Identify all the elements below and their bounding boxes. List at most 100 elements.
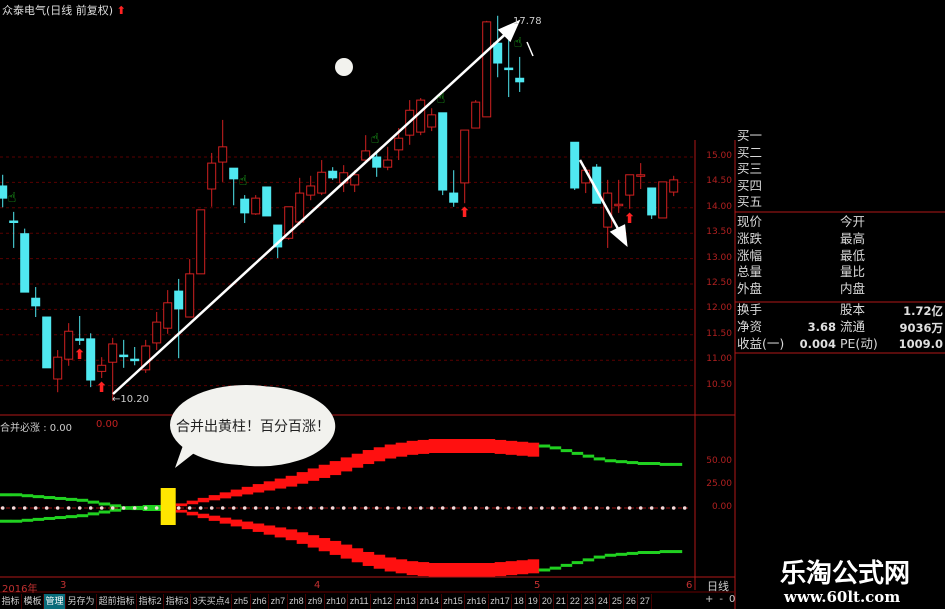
candle-body (53, 356, 63, 380)
zero-dot (506, 506, 511, 510)
tab-zh16[interactable]: zh16 (465, 594, 489, 609)
indicator-lower-band (197, 513, 210, 519)
candle (669, 175, 679, 197)
indicator-upper-band (10, 493, 23, 497)
tab-3天买点4[interactable]: 3天买点4 (191, 594, 233, 609)
indicator-upper-band (582, 454, 595, 458)
tab-另存为[interactable]: 另存为 (66, 594, 98, 609)
quote-row-label: 净资 (737, 318, 763, 334)
tab-zh9[interactable]: zh9 (306, 594, 325, 609)
zero-dot (22, 506, 27, 510)
candle (75, 316, 85, 345)
indicator-upper-band (252, 484, 265, 493)
indicator-upper-band (142, 508, 155, 511)
quote-row-mid-label: 今开 (840, 214, 866, 229)
zero-dot (132, 506, 137, 510)
tab-管理[interactable]: 管理 (44, 594, 67, 609)
zero-dot (33, 506, 38, 510)
zero-dot (220, 506, 225, 510)
tab-模板[interactable]: 模板 (22, 594, 45, 609)
indicator-upper-band (197, 497, 210, 503)
candle (515, 56, 525, 92)
tab-指标[interactable]: 指标 (0, 594, 23, 609)
zero-dot (418, 506, 423, 510)
candle-body (350, 174, 360, 186)
quote-row-label: 现价 (737, 214, 763, 229)
indicator-lower-band (527, 559, 540, 574)
indicator-lower-band (362, 551, 375, 566)
zero-dot (638, 506, 643, 510)
tab-18[interactable]: 18 (512, 594, 527, 609)
indicator-lower-band (219, 517, 232, 524)
price-tick-label: 10.50 (706, 379, 732, 390)
tab-zh17[interactable]: zh17 (489, 594, 513, 609)
tab-zh15[interactable]: zh15 (442, 594, 466, 609)
indicator-upper-band (516, 441, 529, 456)
candle-body (284, 206, 294, 239)
yellow-signal-bar (160, 488, 176, 525)
indicator-lower-band (483, 563, 496, 577)
tab-zh10[interactable]: zh10 (325, 594, 349, 609)
candle-body (383, 159, 393, 168)
indicator-tick-label: 0.00 (711, 502, 732, 512)
quote-row-mid-label: 量比 (840, 264, 866, 280)
indicator-lower-band (549, 566, 562, 570)
indicator-lower-band (153, 505, 166, 508)
quote-row-value: 0.004 (799, 336, 836, 351)
zero-dot (440, 506, 445, 510)
tab-指标2[interactable]: 指标2 (137, 594, 165, 609)
indicator-upper-band (428, 439, 441, 453)
tab-22[interactable]: 22 (568, 594, 583, 609)
tab-zh11[interactable]: zh11 (348, 594, 372, 609)
tab-zh5[interactable]: zh5 (232, 594, 251, 609)
tab-zh7[interactable]: zh7 (269, 594, 288, 609)
period-selector[interactable]: 日线 (707, 580, 729, 593)
candle-body (75, 338, 85, 341)
zoom-in-button[interactable]: + (705, 594, 714, 605)
zoom-reset-button[interactable]: 0 (729, 594, 736, 605)
tab-27[interactable]: 27 (638, 594, 653, 609)
zero-dot (110, 506, 115, 510)
indicator-value-2: 0.00 (96, 419, 119, 430)
tab-zh6[interactable]: zh6 (251, 594, 270, 609)
tab-20[interactable]: 20 (540, 594, 555, 609)
indicator-lower-band (626, 551, 639, 555)
tab-指标3[interactable]: 指标3 (164, 594, 192, 609)
candle (174, 278, 184, 359)
zero-dot (539, 506, 544, 510)
indicator-upper-band (340, 457, 353, 472)
tab-25[interactable]: 25 (610, 594, 625, 609)
zero-dot (473, 506, 478, 510)
tab-24[interactable]: 24 (596, 594, 611, 609)
bubble-text: 合并出黄柱！百分百涨！ (176, 419, 330, 435)
candle-body (658, 181, 668, 219)
zero-dot (176, 506, 181, 510)
indicator-upper-band (648, 462, 661, 465)
indicator-lower-band (252, 523, 265, 532)
indicator-upper-band (472, 439, 485, 453)
candle (471, 100, 481, 129)
downtrend-arrowhead (609, 224, 628, 248)
indicator-upper-band (395, 442, 408, 457)
zero-dot (385, 506, 390, 510)
zoom-out-button[interactable]: - (719, 594, 723, 605)
tab-26[interactable]: 26 (624, 594, 639, 609)
tab-超前指标[interactable]: 超前指标 (97, 594, 138, 609)
indicator-lower-band (637, 551, 650, 554)
peak-tick (526, 41, 534, 57)
indicator-lower-band (516, 560, 529, 575)
tab-zh13[interactable]: zh13 (395, 594, 419, 609)
tab-zh8[interactable]: zh8 (288, 594, 307, 609)
zero-dot (264, 506, 269, 510)
tab-21[interactable]: 21 (554, 594, 569, 609)
tab-zh14[interactable]: zh14 (418, 594, 442, 609)
indicator-upper-band (549, 446, 562, 450)
tab-zh12[interactable]: zh12 (371, 594, 395, 609)
indicator-upper-band (109, 504, 122, 508)
indicator-upper-band (263, 481, 276, 491)
tab-23[interactable]: 23 (582, 594, 597, 609)
candle-body (460, 129, 470, 184)
candle (361, 135, 371, 164)
tab-19[interactable]: 19 (526, 594, 541, 609)
